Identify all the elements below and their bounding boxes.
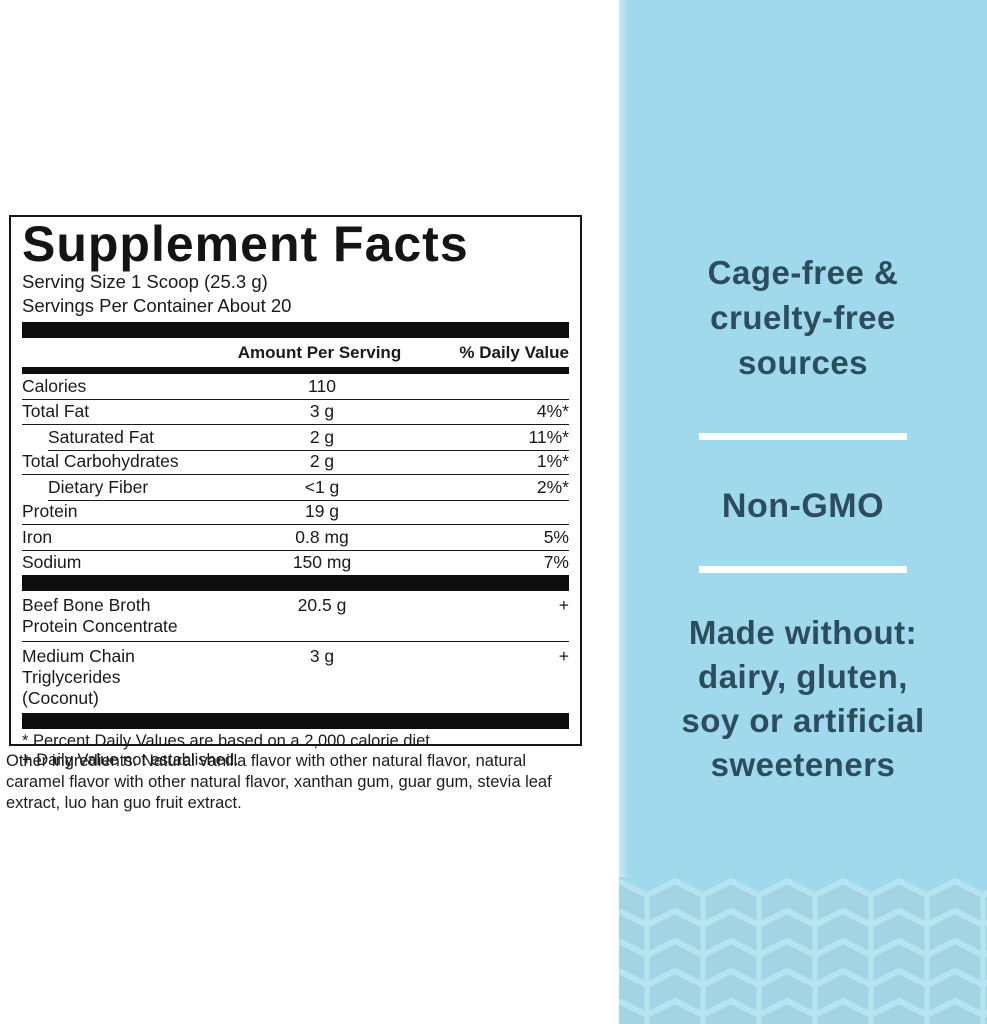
ingredient-name: Medium Chain Triglycerides (Coconut)	[22, 646, 135, 708]
nutrient-dv: 5%	[543, 526, 569, 547]
other-ingredients-text: Other ingredients: Natural vanilla flavo…	[6, 752, 552, 812]
footnotes: * Percent Daily Values are based on a 2,…	[22, 732, 569, 770]
nutrient-name: Saturated Fat	[48, 426, 155, 447]
divider-line	[699, 433, 907, 440]
nutrient-amount: 19 g	[304, 501, 340, 521]
separator-bar-thick	[22, 713, 569, 729]
separator-bar-thick	[22, 322, 569, 338]
footnote-dv-not-established: + Daily Value not established.	[22, 751, 239, 769]
supplement-facts-title: Supplement Facts	[22, 216, 469, 272]
header-amount-per-serving: Amount Per Serving	[237, 343, 402, 362]
nutrient-amount: 2 g	[309, 426, 335, 447]
nutrient-amount: 3 g	[309, 401, 335, 421]
nutrient-dv: 4%*	[536, 401, 569, 421]
table-row: Dietary Fiber <1 g 2%*	[22, 474, 569, 500]
nutrient-dv: 11%*	[528, 426, 569, 447]
nutrient-amount: 2 g	[309, 451, 335, 471]
table-row: Iron 0.8 mg 5%	[22, 524, 569, 550]
table-row: Sodium 150 mg 7%	[22, 549, 569, 576]
nutrient-name: Calories	[22, 375, 87, 396]
supplement-facts-panel: Supplement Facts Serving Size 1 Scoop (2…	[9, 215, 582, 769]
claims-panel: Cage-free & cruelty-free sources Non-GMO…	[619, 0, 987, 1024]
claim-made-without: Made without: dairy, gluten, soy or arti…	[681, 614, 925, 783]
table-row: Saturated Fat 2 g 11%*	[22, 424, 569, 450]
table-row: Protein 19 g	[22, 499, 569, 525]
ingredient-amount: 3 g	[309, 646, 335, 666]
ingredient-name: Beef Bone Broth Protein Concentrate	[22, 595, 178, 636]
nutrient-dv: 7%	[543, 552, 569, 572]
nutrient-name: Protein	[22, 501, 78, 521]
nutrient-dv: 1%*	[536, 451, 569, 471]
nutrient-amount: 110	[308, 375, 336, 396]
nutrient-name: Iron	[22, 526, 53, 547]
table-row: Calories 110	[22, 374, 569, 399]
nutrient-name: Total Fat	[22, 401, 90, 421]
table-row: Beef Bone Broth Protein Concentrate 20.5…	[22, 591, 569, 641]
ingredient-dv: +	[558, 595, 569, 615]
ingredient-dv: +	[558, 646, 569, 666]
separator-bar-thick	[22, 575, 569, 591]
claim-non-gmo: Non-GMO	[721, 487, 885, 525]
chevron-pattern	[619, 877, 987, 1024]
table-header: Amount Per Serving % Daily Value	[22, 338, 569, 367]
separator-bar-thin	[22, 367, 569, 374]
header-daily-value: % Daily Value	[459, 343, 569, 362]
nutrient-amount: 150 mg	[292, 552, 352, 572]
serving-size: Serving Size 1 Scoop (25.3 g)	[22, 271, 268, 292]
footnote-percent-dv: * Percent Daily Values are based on a 2,…	[22, 732, 435, 750]
table-row: Medium Chain Triglycerides (Coconut) 3 g…	[22, 641, 569, 713]
nutrient-name: Total Carbohydrates	[22, 451, 179, 471]
nutrient-name: Dietary Fiber	[48, 476, 149, 497]
table-row: Total Carbohydrates 2 g 1%*	[22, 449, 569, 475]
nutrient-amount: 0.8 mg	[295, 526, 349, 547]
divider-line	[699, 566, 907, 573]
claim-cage-free: Cage-free & cruelty-free sources	[707, 254, 899, 381]
servings-per-container: Servings Per Container About 20	[22, 295, 292, 316]
nutrient-dv: 2%*	[536, 476, 569, 497]
nutrient-amount: <1 g	[304, 476, 340, 497]
ingredient-amount: 20.5 g	[297, 595, 347, 615]
nutrient-name: Sodium	[22, 552, 82, 572]
table-row: Total Fat 3 g 4%*	[22, 398, 569, 425]
